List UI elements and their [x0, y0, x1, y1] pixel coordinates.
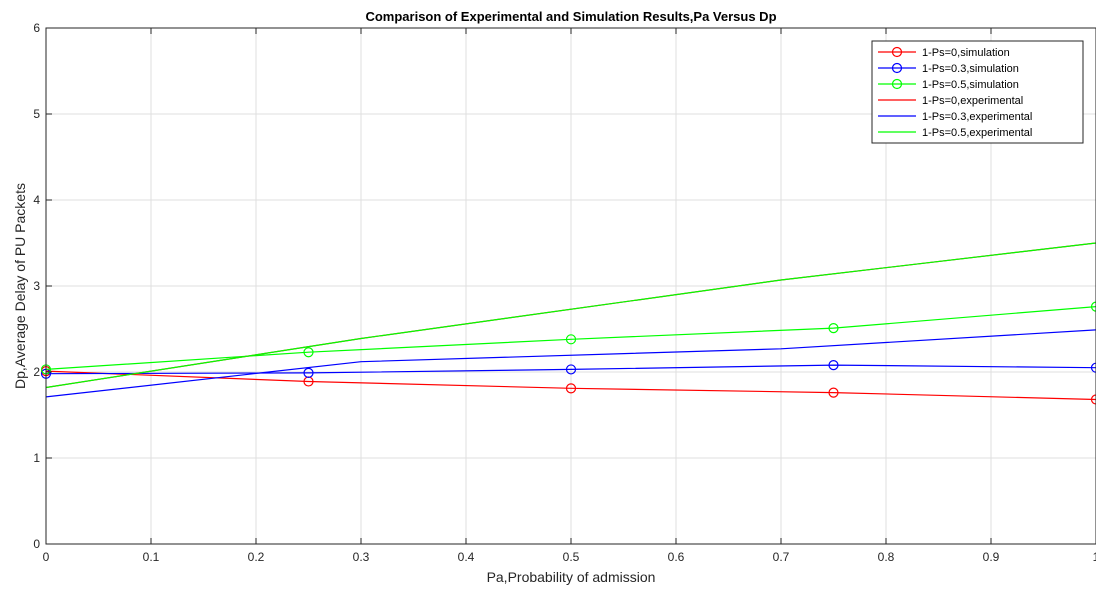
legend-label: 1-Ps=0.3,simulation	[922, 63, 1019, 75]
data-point	[303, 367, 314, 378]
legend-label: 1-Ps=0,simulation	[922, 47, 1010, 59]
x-tick-label: 0.4	[458, 550, 475, 564]
y-tick-label: 3	[33, 279, 40, 293]
y-tick-label: 2	[33, 365, 40, 379]
x-tick-label: 0.6	[668, 550, 685, 564]
x-tick-label: 0.3	[353, 550, 370, 564]
data-point	[828, 323, 839, 334]
legend-marker	[891, 46, 903, 58]
data-point	[828, 360, 839, 371]
legend-label: 1-Ps=0.3,experimental	[922, 111, 1032, 123]
x-tick-label: 0.9	[983, 550, 1000, 564]
y-tick-label: 4	[33, 193, 40, 207]
legend-marker	[891, 62, 903, 74]
y-tick-label: 0	[33, 537, 40, 551]
series-line-1	[45, 364, 1096, 375]
series-group	[40, 242, 1096, 405]
x-tick-label: 0.1	[143, 550, 160, 564]
x-tick-label: 1	[1093, 550, 1096, 564]
x-tick-label: 0.8	[878, 550, 895, 564]
y-tick-label: 1	[33, 451, 40, 465]
x-tick-label: 0.7	[773, 550, 790, 564]
series-line-5	[45, 242, 1096, 389]
data-point	[565, 383, 577, 394]
data-point	[1090, 394, 1096, 405]
legend-label: 1-Ps=0.5,experimental	[922, 127, 1032, 139]
x-tick-label: 0	[43, 550, 50, 564]
legend-box	[871, 40, 1084, 144]
series-line-0	[45, 370, 1096, 401]
data-point	[828, 387, 839, 398]
legend: 1-Ps=0,simulation 1-Ps=0.3,simulation 1-Ps…	[871, 40, 1084, 144]
chart-title: Comparison of Experimental and Simulatio…	[365, 9, 776, 24]
y-tick-label: 6	[33, 21, 40, 35]
data-point	[303, 347, 314, 358]
x-axis-title: Pa,Probability of admission	[487, 569, 656, 585]
legend-marker	[891, 78, 903, 90]
axis-ticks: 0 0.1 0.2 0.3 0.4 0.5 0.6 0.7 0.8 0.9 1 0 1 2 3 4 5 6	[33, 21, 1096, 564]
y-axis-title: Dp,Average Delay of PU Packets	[12, 183, 28, 389]
x-tick-label: 0.5	[563, 550, 580, 564]
data-point	[1090, 301, 1096, 312]
data-point	[1090, 362, 1096, 373]
legend-label: 1-Ps=0,experimental	[922, 95, 1023, 107]
series-line-2	[45, 306, 1096, 370]
x-tick-label: 0.2	[248, 550, 265, 564]
series-line-4	[45, 329, 1096, 398]
y-tick-label: 5	[33, 107, 40, 121]
data-point	[565, 334, 577, 345]
data-point	[565, 364, 577, 375]
legend-label: 1-Ps=0.5,simulation	[922, 79, 1019, 91]
